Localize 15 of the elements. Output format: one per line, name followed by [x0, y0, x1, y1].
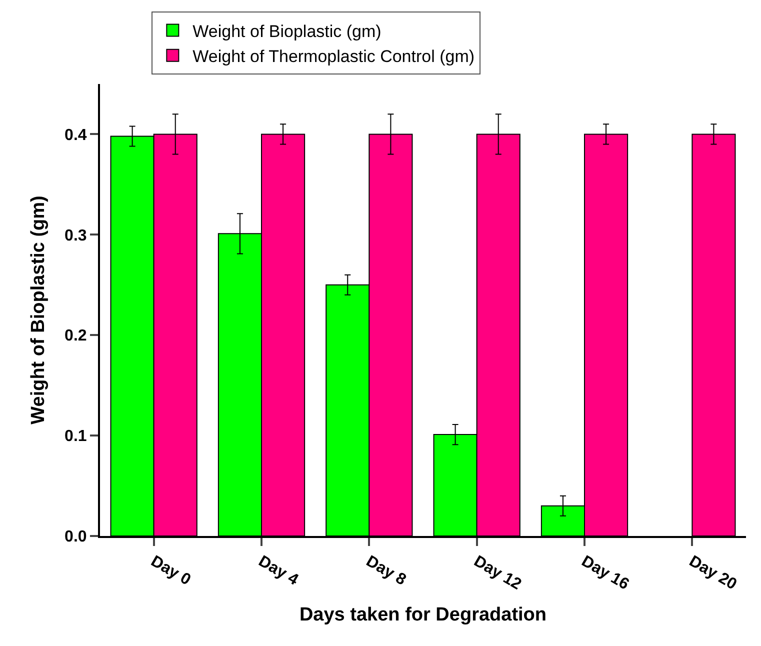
y-tick-label: 0.0 — [64, 528, 87, 546]
legend-label: Weight of Thermoplastic Control (gm) — [192, 46, 475, 66]
x-axis-title: Days taken for Degradation — [299, 604, 547, 626]
y-tick-label: 0.3 — [64, 227, 87, 244]
x-tick-label: Day 0 — [148, 552, 194, 589]
y-tick-label: 0.4 — [64, 126, 87, 144]
y-tick-label: 0.1 — [64, 428, 87, 446]
y-tick-label: 0.2 — [64, 328, 87, 345]
y-axis-title: Weight of Bioplastic (gm) — [28, 196, 49, 424]
x-tick-label: Day 16 — [578, 552, 632, 594]
x-tick-label: Day 4 — [256, 552, 302, 589]
x-tick-label: Day 20 — [686, 552, 740, 594]
x-tick-label: Day 8 — [363, 552, 409, 589]
x-tick-label: Day 12 — [470, 552, 524, 594]
legend-label: Weight of Bioplastic (gm) — [192, 22, 382, 41]
